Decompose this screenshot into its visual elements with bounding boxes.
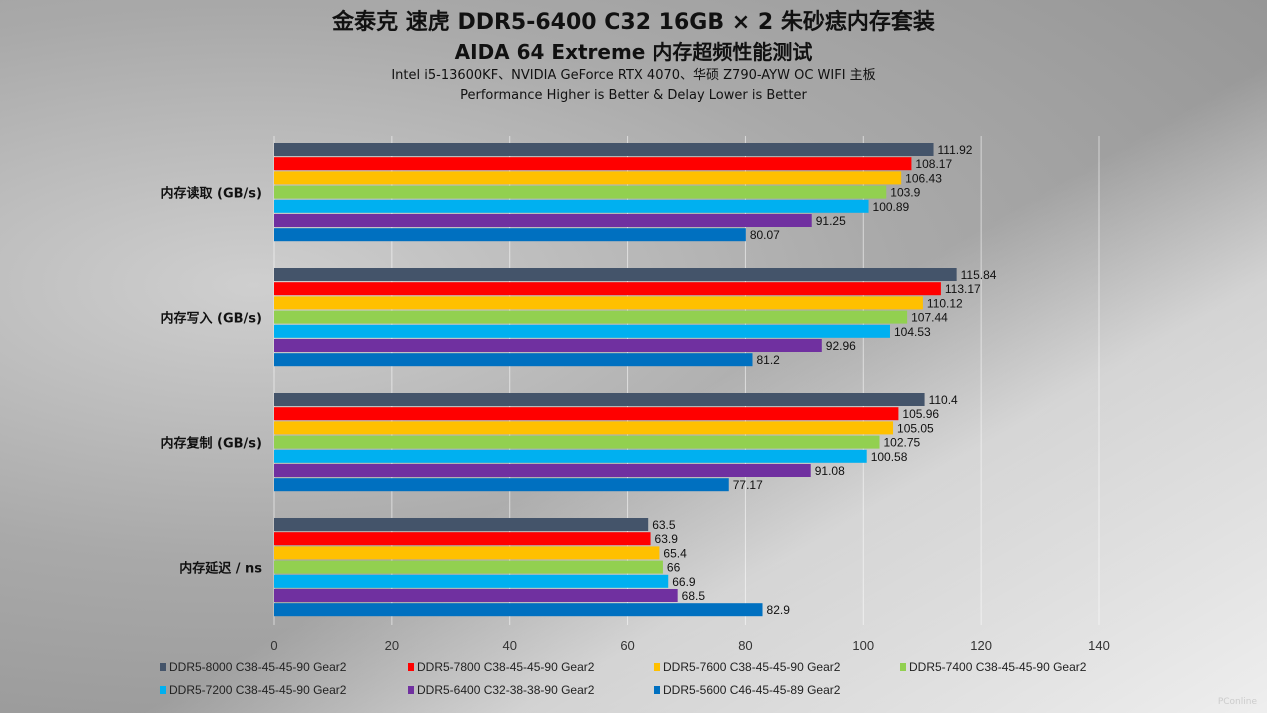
data-label: 65.4 (663, 546, 687, 560)
data-label: 91.08 (815, 464, 845, 478)
legend-label: DDR5-7600 C38-45-45-90 Gear2 (663, 660, 841, 674)
data-label: 113.17 (945, 282, 981, 296)
chart-note: Performance Higher is Better & Delay Low… (460, 88, 807, 103)
chart-subtitle: AIDA 64 Extreme 内存超频性能测试 (454, 40, 813, 64)
x-tick-label: 80 (738, 638, 752, 653)
bar (274, 228, 746, 242)
x-tick-label: 120 (970, 638, 992, 653)
legend-marker (900, 663, 906, 671)
data-label: 92.96 (826, 339, 856, 353)
bar (274, 339, 822, 352)
data-label: 106.43 (905, 171, 942, 185)
category-label: 内存读取 (GB/s) (161, 186, 262, 202)
legend-label: DDR5-7800 C38-45-45-90 Gear2 (417, 660, 595, 674)
bar (274, 310, 908, 324)
data-label: 91.25 (816, 214, 846, 228)
x-tick-label: 40 (502, 638, 516, 653)
data-label: 68.5 (682, 589, 706, 603)
data-label: 81.2 (757, 353, 781, 367)
legend-label: DDR5-7200 C38-45-45-90 Gear2 (169, 683, 347, 697)
data-label: 111.92 (938, 143, 973, 157)
bar (274, 518, 649, 531)
data-label: 66 (667, 561, 681, 575)
legend-marker (408, 686, 414, 694)
data-label: 63.5 (652, 518, 676, 532)
data-label: 102.75 (883, 436, 920, 450)
bar (274, 560, 663, 574)
bar (274, 464, 811, 477)
bar (274, 199, 869, 213)
chart-config: Intel i5-13600KF、NVIDIA GeForce RTX 4070… (391, 68, 876, 83)
bar (274, 143, 934, 156)
bar (274, 546, 660, 560)
bar (274, 589, 678, 602)
bar (274, 478, 729, 492)
bar (274, 282, 941, 296)
bar (274, 393, 925, 406)
x-tick-label: 60 (620, 638, 634, 653)
bar (274, 157, 912, 171)
chart-titles: 金泰克 速虎 DDR5-6400 C32 16GB × 2 朱砂痣内存套装 AI… (0, 8, 1267, 106)
bar (274, 449, 867, 463)
data-label: 110.12 (927, 296, 963, 310)
data-label: 77.17 (733, 478, 763, 492)
data-label: 82.9 (767, 603, 791, 617)
bar (274, 421, 894, 435)
legend-label: DDR5-6400 C32-38-38-90 Gear2 (417, 683, 595, 697)
data-label: 110.4 (929, 393, 958, 407)
x-tick-label: 140 (1088, 638, 1110, 653)
bar (274, 214, 812, 227)
bar (274, 353, 753, 367)
bar (274, 296, 923, 310)
data-label: 108.17 (915, 157, 952, 171)
legend-marker (654, 686, 660, 694)
bar (274, 574, 669, 588)
data-label: 100.89 (873, 200, 910, 214)
x-tick-label: 100 (852, 638, 874, 653)
bar (274, 532, 651, 546)
bar (274, 268, 957, 281)
bar (274, 435, 880, 449)
category-label: 内存延迟 / ns (179, 561, 262, 577)
bar (274, 407, 899, 421)
data-label: 63.9 (655, 532, 679, 546)
data-label: 103.9 (890, 186, 920, 200)
data-label: 107.44 (911, 311, 948, 325)
legend-marker (408, 663, 414, 671)
data-label: 66.9 (672, 575, 696, 589)
data-label: 104.53 (894, 325, 931, 339)
watermark: PConline (1217, 697, 1257, 707)
data-label: 105.96 (902, 407, 939, 421)
category-label: 内存写入 (GB/s) (161, 311, 262, 327)
legend-marker (160, 663, 166, 671)
bar (274, 324, 890, 338)
data-label: 80.07 (750, 228, 780, 242)
bar (274, 171, 902, 185)
bar (274, 603, 763, 617)
x-tick-label: 0 (270, 638, 277, 653)
category-label: 内存复制 (GB/s) (161, 436, 262, 452)
legend-label: DDR5-8000 C38-45-45-90 Gear2 (169, 660, 347, 674)
data-label: 100.58 (871, 450, 908, 464)
data-label: 115.84 (961, 268, 997, 282)
data-label: 105.05 (897, 421, 934, 435)
legend-label: DDR5-5600 C46-45-45-89 Gear2 (663, 683, 841, 697)
legend-marker (654, 663, 660, 671)
bar (274, 185, 887, 199)
legend-label: DDR5-7400 C38-45-45-90 Gear2 (909, 660, 1087, 674)
chart-title: 金泰克 速虎 DDR5-6400 C32 16GB × 2 朱砂痣内存套装 (332, 10, 935, 35)
x-tick-label: 20 (385, 638, 399, 653)
legend-marker (160, 686, 166, 694)
